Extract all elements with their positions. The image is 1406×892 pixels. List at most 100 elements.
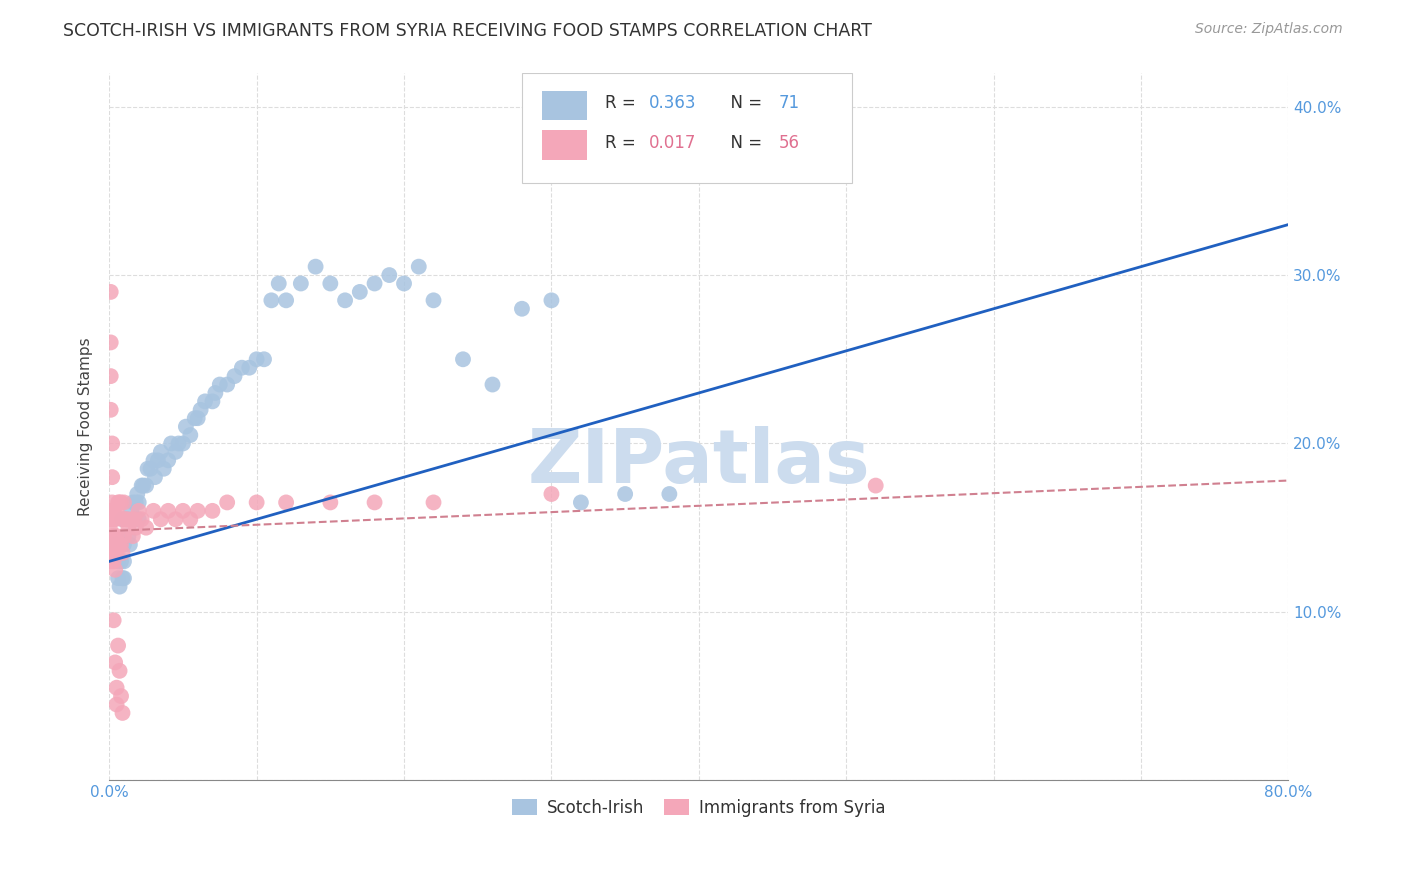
Point [260, 293, 283, 308]
Point [125, 495, 148, 509]
Point [105, 504, 128, 518]
Point [111, 706, 134, 720]
Point [107, 554, 129, 568]
Point [238, 360, 260, 375]
Point [614, 487, 637, 501]
Point [187, 411, 209, 425]
Point [510, 301, 533, 316]
Text: R =: R = [605, 95, 641, 112]
Point [157, 453, 180, 467]
Point [172, 436, 194, 450]
Point [378, 268, 401, 282]
Point [108, 537, 131, 551]
Bar [541, 130, 586, 160]
Point [253, 352, 276, 367]
Point [569, 495, 592, 509]
Point [105, 681, 128, 695]
Point [101, 436, 124, 450]
Point [100, 554, 122, 568]
Y-axis label: Receiving Food Stamps: Receiving Food Stamps [79, 337, 93, 516]
Point [100, 524, 122, 538]
Point [117, 521, 139, 535]
Point [115, 512, 138, 526]
Point [110, 495, 132, 509]
Point [103, 529, 125, 543]
Point [167, 436, 190, 450]
Point [100, 335, 122, 350]
Point [105, 537, 128, 551]
Point [204, 386, 226, 401]
Point [363, 277, 385, 291]
Point [274, 495, 297, 509]
Point [149, 445, 172, 459]
Text: ZIPatlas: ZIPatlas [527, 425, 870, 499]
Point [865, 478, 887, 492]
Text: 0.363: 0.363 [650, 95, 697, 112]
Point [100, 369, 122, 384]
Point [208, 377, 231, 392]
Point [246, 495, 269, 509]
Point [100, 285, 122, 299]
Point [104, 512, 127, 526]
Point [108, 580, 131, 594]
Point [120, 512, 142, 526]
Point [107, 537, 129, 551]
Point [101, 529, 124, 543]
Point [231, 360, 253, 375]
Legend: Scotch-Irish, Immigrants from Syria: Scotch-Irish, Immigrants from Syria [503, 790, 894, 825]
Point [101, 512, 124, 526]
Point [101, 537, 124, 551]
Point [422, 293, 444, 308]
Point [125, 521, 148, 535]
Point [100, 402, 122, 417]
Text: R =: R = [605, 134, 641, 152]
Point [110, 554, 132, 568]
Point [100, 537, 122, 551]
Point [117, 529, 139, 543]
Point [110, 689, 132, 703]
FancyBboxPatch shape [522, 73, 852, 183]
Point [136, 461, 159, 475]
Point [112, 537, 135, 551]
Point [111, 571, 134, 585]
Point [451, 352, 474, 367]
Point [540, 293, 562, 308]
Point [179, 512, 201, 526]
Point [105, 546, 128, 560]
Point [172, 504, 194, 518]
Text: N =: N = [720, 95, 768, 112]
Point [157, 504, 180, 518]
Point [481, 377, 503, 392]
Point [190, 402, 212, 417]
Point [717, 108, 740, 122]
Point [201, 504, 224, 518]
Point [115, 512, 138, 526]
Point [128, 504, 150, 518]
Point [149, 512, 172, 526]
Point [187, 504, 209, 518]
Point [110, 537, 132, 551]
Point [105, 698, 128, 712]
Point [120, 504, 142, 518]
Point [112, 571, 135, 585]
Point [100, 512, 122, 526]
Text: SCOTCH-IRISH VS IMMIGRANTS FROM SYRIA RECEIVING FOOD STAMPS CORRELATION CHART: SCOTCH-IRISH VS IMMIGRANTS FROM SYRIA RE… [63, 22, 872, 40]
Text: 56: 56 [779, 134, 800, 152]
Point [319, 495, 342, 509]
Point [105, 529, 128, 543]
Point [143, 470, 166, 484]
Point [112, 554, 135, 568]
Point [658, 487, 681, 501]
Point [100, 504, 122, 518]
Point [103, 512, 125, 526]
Point [165, 445, 187, 459]
Point [101, 470, 124, 484]
Point [107, 495, 129, 509]
Point [128, 512, 150, 526]
Point [319, 277, 342, 291]
Point [174, 419, 197, 434]
Point [114, 512, 136, 526]
Point [124, 512, 146, 526]
Point [121, 529, 143, 543]
Point [131, 512, 153, 526]
